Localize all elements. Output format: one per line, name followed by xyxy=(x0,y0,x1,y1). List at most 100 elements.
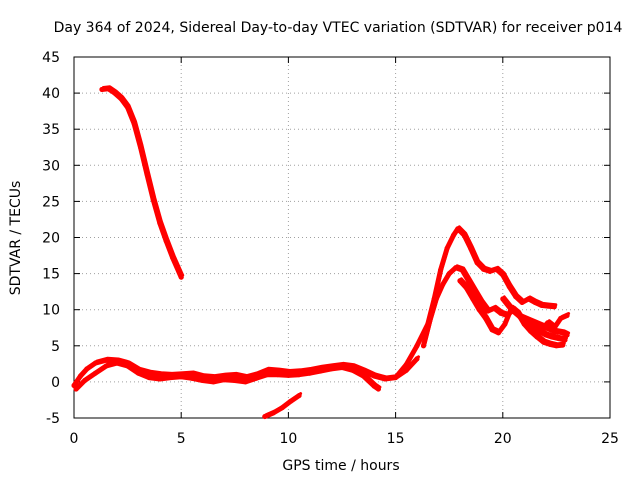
data-point xyxy=(560,330,566,336)
data-point xyxy=(382,376,388,382)
data-point xyxy=(474,260,480,266)
series-arc-early-decay-band xyxy=(101,85,185,277)
data-point xyxy=(485,308,491,314)
data-point xyxy=(103,357,109,363)
data-point xyxy=(457,278,463,284)
data-point xyxy=(112,90,118,96)
data-point xyxy=(350,367,356,373)
data-point xyxy=(521,321,527,327)
data-point xyxy=(103,363,109,369)
data-point xyxy=(427,318,433,323)
x-tick-label: 20 xyxy=(494,431,512,447)
data-point xyxy=(551,325,557,331)
y-tick-label: 5 xyxy=(51,339,60,355)
data-point xyxy=(478,300,484,305)
y-tick-label: 0 xyxy=(51,375,60,391)
data-point xyxy=(564,313,570,318)
data-point xyxy=(553,343,559,349)
data-point xyxy=(328,366,334,372)
data-point xyxy=(453,265,459,271)
data-point xyxy=(82,378,88,383)
data-point xyxy=(519,300,525,305)
data-point xyxy=(403,362,409,368)
data-point xyxy=(487,268,493,274)
data-point xyxy=(498,310,504,316)
data-point xyxy=(270,410,276,416)
data-point xyxy=(77,373,83,379)
data-point xyxy=(135,370,141,376)
data-point xyxy=(296,393,302,399)
data-point xyxy=(275,372,281,378)
data-point xyxy=(506,284,512,290)
data-point xyxy=(262,414,268,420)
data-point xyxy=(318,368,324,374)
data-point xyxy=(131,120,137,126)
data-point xyxy=(556,336,561,342)
data-point xyxy=(500,296,506,302)
series-arc-early-decay xyxy=(99,86,184,280)
data-point xyxy=(200,378,206,383)
data-point xyxy=(496,330,501,336)
series-arc-baseline-a-band xyxy=(74,355,420,385)
data-point xyxy=(451,232,456,238)
data-point xyxy=(545,303,551,309)
data-point xyxy=(371,383,377,389)
data-point xyxy=(288,398,293,404)
data-point xyxy=(541,339,546,345)
data-point xyxy=(483,315,489,321)
data-point xyxy=(466,278,471,284)
data-point xyxy=(476,307,482,313)
y-tick-label: 45 xyxy=(42,50,60,66)
data-point xyxy=(414,343,420,349)
data-point xyxy=(307,370,313,376)
data-point xyxy=(138,144,143,150)
data-point xyxy=(543,332,549,338)
y-tick-label: 20 xyxy=(42,231,60,247)
data-point xyxy=(508,307,514,313)
x-tick-label: 15 xyxy=(387,431,405,447)
x-tick-label: 10 xyxy=(279,431,297,447)
data-point xyxy=(438,267,444,273)
series-layer xyxy=(71,85,571,420)
x-tick-label: 0 xyxy=(70,431,79,447)
x-tick-label: 25 xyxy=(601,431,619,447)
data-point xyxy=(421,343,426,349)
data-point xyxy=(461,232,467,238)
data-point xyxy=(551,328,557,334)
data-point xyxy=(243,379,248,385)
data-point xyxy=(170,255,176,261)
data-point xyxy=(157,376,163,382)
y-tick-label: 10 xyxy=(42,303,60,319)
data-point xyxy=(549,334,555,340)
data-point xyxy=(517,314,523,320)
data-point xyxy=(144,171,150,177)
data-point xyxy=(500,272,506,278)
data-point xyxy=(168,375,173,381)
data-point xyxy=(468,245,474,251)
data-point xyxy=(84,366,90,372)
data-point xyxy=(360,373,366,379)
y-tick-label: 15 xyxy=(42,267,60,283)
y-tick-label: 25 xyxy=(42,194,60,210)
data-point xyxy=(560,342,566,348)
y-axis-label: SDTVAR / TECUs xyxy=(8,181,24,296)
data-point xyxy=(532,300,538,305)
data-point xyxy=(446,271,452,277)
data-point xyxy=(189,375,195,381)
data-point xyxy=(232,378,238,383)
data-point xyxy=(463,285,469,291)
data-point xyxy=(285,372,291,378)
data-point xyxy=(534,321,540,327)
tick-layer: 0 5 10 15 20 25 -5 0 5 10 15 20 25 30 35 40 45 xyxy=(42,50,619,447)
data-point xyxy=(73,386,79,392)
data-point xyxy=(253,375,259,381)
data-point xyxy=(558,315,564,321)
data-point xyxy=(526,318,531,323)
data-point xyxy=(538,302,544,308)
data-point xyxy=(470,296,476,302)
data-point xyxy=(118,96,124,102)
data-point xyxy=(232,372,238,378)
data-point xyxy=(375,386,381,392)
data-point xyxy=(513,294,519,300)
